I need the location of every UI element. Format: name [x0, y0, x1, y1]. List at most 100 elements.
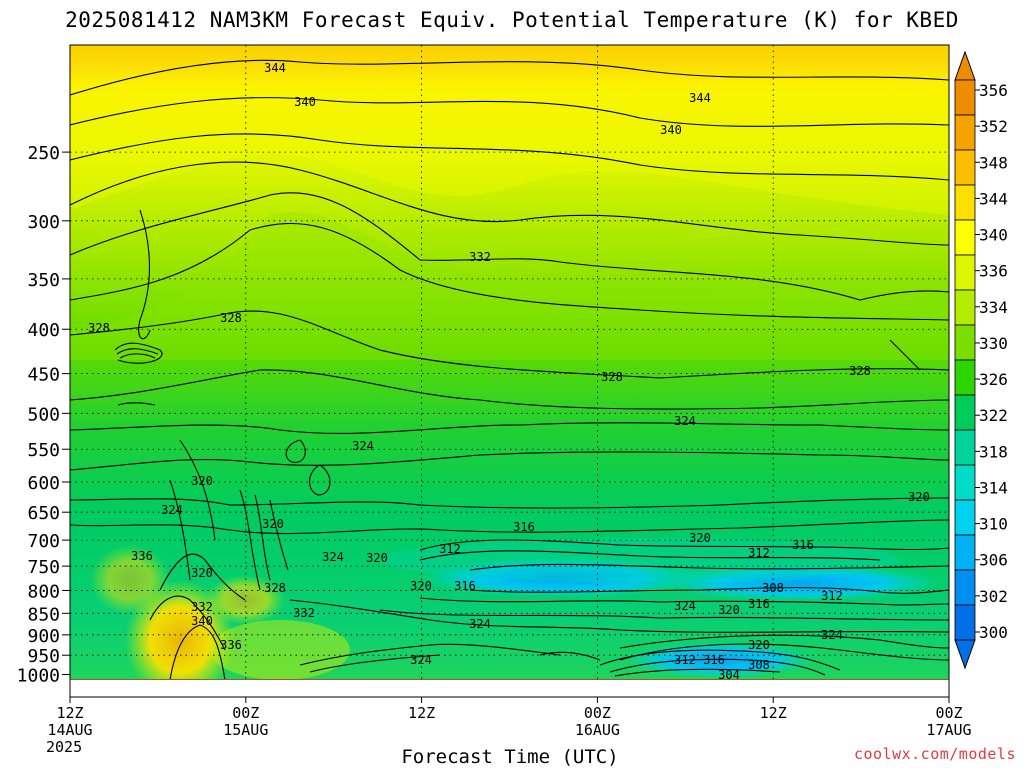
colorbar-swatch-0 [954, 79, 976, 116]
y-tick-label-350: 350 [27, 270, 60, 291]
colorbar-label-13: 306 [979, 551, 1008, 570]
contour-label-36: 324 [821, 628, 843, 642]
contour-label-24: 328 [264, 581, 286, 595]
colorbar-label-6: 334 [979, 298, 1008, 317]
colorbar-swatch-1 [954, 114, 976, 151]
colorbar-label-10: 318 [979, 442, 1008, 461]
contour-label-15: 320 [689, 531, 711, 545]
contour-label-39: 324 [410, 653, 432, 667]
y-tick-label-500: 500 [27, 404, 60, 425]
colorbar-swatch-3 [954, 184, 976, 221]
colorbar-label-5: 336 [979, 262, 1008, 281]
plot-area [70, 45, 949, 680]
contour-label-27: 308 [762, 581, 784, 595]
x-tick-label-0-0: 12Z [56, 704, 83, 722]
x-tick-label-36-0: 00Z [584, 704, 611, 722]
x-tick-label-0-1: 14AUG [47, 721, 92, 739]
y-tick-label-450: 450 [27, 365, 60, 386]
x-tick-label-60-0: 00Z [935, 704, 962, 722]
colorbar-swatch-14 [954, 569, 976, 606]
y-tick-label-300: 300 [27, 212, 60, 233]
y-tick-label-850: 850 [27, 604, 60, 625]
contour-label-18: 312 [439, 542, 461, 556]
x-axis-title: Forecast Time (UTC) [401, 746, 619, 768]
y-tick-label-700: 700 [27, 531, 60, 552]
contour-label-26: 316 [454, 579, 476, 593]
contour-label-17: 336 [131, 549, 153, 563]
x-tick-label-24-0: 12Z [408, 704, 435, 722]
grid-lines [70, 45, 949, 680]
colorbar-label-9: 322 [979, 406, 1008, 425]
x-tick-label-12-0: 00Z [232, 704, 259, 722]
colorbar-top-arrow [954, 50, 976, 81]
contour-label-32: 332 [191, 600, 213, 614]
y-tick-label-550: 550 [27, 440, 60, 461]
colorbar-swatch-15 [954, 604, 976, 641]
contour-label-21: 324 [322, 550, 344, 564]
contour-label-20: 316 [792, 538, 814, 552]
y-tick-label-600: 600 [27, 473, 60, 494]
colorbar-swatch-7 [954, 324, 976, 361]
contour-label-1: 340 [294, 95, 316, 109]
colorbar-swatch-10 [954, 429, 976, 466]
contour-label-34: 340 [191, 614, 213, 628]
x-tick-label-36-1: 16AUG [575, 721, 620, 739]
colorbar-label-1: 352 [979, 117, 1008, 136]
y-tick-label-950: 950 [27, 646, 60, 667]
chart-title: 2025081412 NAM3KM Forecast Equiv. Potent… [65, 8, 959, 32]
contour-label-35: 324 [469, 617, 491, 631]
colorbar-label-12: 310 [979, 515, 1008, 534]
contour-label-43: 304 [718, 668, 740, 682]
contour-label-6: 328 [220, 311, 242, 325]
colorbar-label-2: 348 [979, 153, 1008, 172]
contour-label-12: 324 [161, 503, 183, 517]
x-tick-label-60-1: 17AUG [926, 721, 971, 739]
contour-label-23: 320 [191, 566, 213, 580]
contour-label-0: 344 [264, 61, 286, 75]
contour-label-41: 316 [703, 653, 725, 667]
colorbar: 356 352 348 344 340 336 334 330 326 322 318 314 310 3… [954, 50, 1008, 670]
colorbar-label-14: 302 [979, 587, 1008, 606]
y-tick-label-650: 650 [27, 503, 60, 524]
contour-label-14: 316 [513, 520, 535, 534]
colorbar-swatch-4 [954, 219, 976, 256]
plot-frame [69, 44, 950, 698]
credit-link[interactable]: coolwx.com/models [853, 745, 1016, 763]
contour-label-10: 324 [352, 439, 374, 453]
y-tick-label-250: 250 [27, 143, 60, 164]
colorbar-label-3: 344 [979, 189, 1008, 208]
y-tick-label-750: 750 [27, 557, 60, 578]
contour-label-22: 320 [366, 551, 388, 565]
isentrope-contours [70, 59, 949, 680]
y-tick-label-900: 900 [27, 626, 60, 647]
contour-label-37: 336 [220, 638, 242, 652]
contour-label-3: 340 [660, 123, 682, 137]
colorbar-swatch-12 [954, 499, 976, 536]
contour-label-13: 320 [262, 517, 284, 531]
contour-label-25: 320 [410, 579, 432, 593]
colorbar-swatch-2 [954, 149, 976, 186]
contour-label-40: 312 [674, 653, 696, 667]
colorbar-label-4: 340 [979, 226, 1008, 245]
contour-label-38: 320 [748, 638, 770, 652]
colorbar-swatch-11 [954, 464, 976, 501]
y-tick-label-800: 800 [27, 581, 60, 602]
colorbar-swatch-6 [954, 289, 976, 326]
contour-label-16: 320 [908, 490, 930, 504]
colorbar-label-15: 300 [979, 623, 1008, 642]
contour-label-31: 320 [718, 603, 740, 617]
colorbar-swatch-8 [954, 359, 976, 396]
colorbar-label-11: 314 [979, 478, 1008, 497]
colorbar-bottom-arrow [954, 639, 976, 670]
x-tick-label-12-1: 15AUG [223, 721, 268, 739]
contour-label-2: 344 [689, 91, 711, 105]
contour-label-5: 328 [88, 321, 110, 335]
colorbar-label-8: 326 [979, 370, 1008, 389]
contour-label-30: 324 [674, 599, 696, 613]
y-tick-label-400: 400 [27, 320, 60, 341]
x-tick-label-0-2: 2025 [46, 738, 82, 756]
y-tick-label-1000: 1000 [17, 666, 60, 687]
